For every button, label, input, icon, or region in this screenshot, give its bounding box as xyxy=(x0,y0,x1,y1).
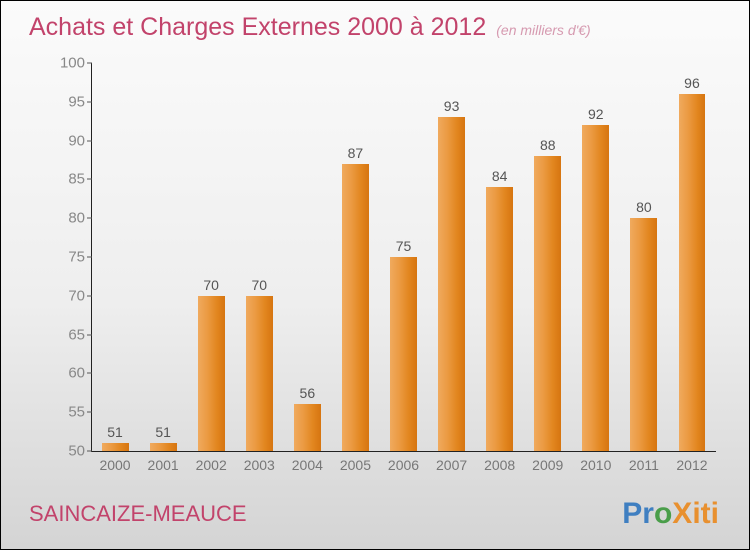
x-axis-label-2001: 2001 xyxy=(139,451,187,481)
logo-letter-i1: i xyxy=(692,497,700,530)
bar-slot-2004: 56 xyxy=(283,63,331,451)
y-tick-65: 65 xyxy=(53,326,85,343)
bar-2004[interactable]: 56 xyxy=(294,404,321,451)
y-tick-75: 75 xyxy=(53,249,85,266)
x-axis-label-2008: 2008 xyxy=(476,451,524,481)
plot-area: 100 95 90 85 80 75 70 65 60 55 50 51 51 70… xyxy=(91,63,716,451)
x-axis-label-2002: 2002 xyxy=(187,451,235,481)
bar-2000[interactable]: 51 xyxy=(102,443,129,451)
bar-value-label-2007: 93 xyxy=(444,98,460,114)
chart-header: Achats et Charges Externes 2000 à 2012 (… xyxy=(29,13,739,42)
y-tick-70: 70 xyxy=(53,287,85,304)
proxiti-logo: ProXiti xyxy=(622,497,719,531)
bar-value-label-2008: 84 xyxy=(492,168,508,184)
bar-slot-2010: 92 xyxy=(572,63,620,451)
bar-2006[interactable]: 75 xyxy=(390,257,417,451)
chart-title: Achats et Charges Externes 2000 à 2012 xyxy=(29,13,486,42)
bar-slot-2000: 51 xyxy=(91,63,139,451)
y-tick-100: 100 xyxy=(53,55,85,72)
bar-2007[interactable]: 93 xyxy=(438,117,465,451)
bar-2001[interactable]: 51 xyxy=(150,443,177,451)
bar-value-label-2005: 87 xyxy=(348,145,364,161)
bar-2012[interactable]: 96 xyxy=(679,94,706,451)
x-axis-label-2012: 2012 xyxy=(668,451,716,481)
logo-letter-o: o xyxy=(654,497,672,530)
bar-value-label-2010: 92 xyxy=(588,106,604,122)
bar-slot-2012: 96 xyxy=(668,63,716,451)
y-tick-80: 80 xyxy=(53,210,85,227)
bar-slot-2005: 87 xyxy=(331,63,379,451)
chart-container: Achats et Charges Externes 2000 à 2012 (… xyxy=(0,0,750,550)
logo-letter-t: t xyxy=(701,497,711,530)
bar-2011[interactable]: 80 xyxy=(630,218,657,451)
y-tick-50: 50 xyxy=(53,443,85,460)
bar-value-label-2003: 70 xyxy=(251,277,267,293)
bar-slot-2009: 88 xyxy=(524,63,572,451)
bar-2005[interactable]: 87 xyxy=(342,164,369,451)
bar-2003[interactable]: 70 xyxy=(246,296,273,451)
bar-value-label-2002: 70 xyxy=(203,277,219,293)
bar-slot-2001: 51 xyxy=(139,63,187,451)
logo-letter-x: X xyxy=(672,497,692,530)
bar-value-label-2009: 88 xyxy=(540,137,556,153)
bar-value-label-2006: 75 xyxy=(396,238,412,254)
bar-2010[interactable]: 92 xyxy=(582,125,609,451)
y-tick-85: 85 xyxy=(53,171,85,188)
x-axis-label-2010: 2010 xyxy=(572,451,620,481)
x-axis-label-2004: 2004 xyxy=(283,451,331,481)
bar-value-label-2001: 51 xyxy=(155,424,171,440)
bar-slot-2011: 80 xyxy=(620,63,668,451)
bar-slot-2003: 70 xyxy=(235,63,283,451)
y-tick-90: 90 xyxy=(53,132,85,149)
bar-2002[interactable]: 70 xyxy=(198,296,225,451)
x-axis-label-2003: 2003 xyxy=(235,451,283,481)
y-tick-55: 55 xyxy=(53,404,85,421)
x-axis-label-2011: 2011 xyxy=(620,451,668,481)
bar-slot-2008: 84 xyxy=(476,63,524,451)
logo-letter-p: Pr xyxy=(622,497,654,530)
bar-slot-2007: 93 xyxy=(428,63,476,451)
bar-slot-2006: 75 xyxy=(379,63,427,451)
bar-value-label-2012: 96 xyxy=(684,75,700,91)
bar-2008[interactable]: 84 xyxy=(486,187,513,451)
chart-subtitle: (en milliers d'€) xyxy=(496,22,590,38)
x-labels: 2000 2001 2002 2003 2004 2005 2006 2007 2008 2009… xyxy=(91,451,716,481)
y-tick-60: 60 xyxy=(53,365,85,382)
logo-letter-i2: i xyxy=(711,497,719,530)
footer-left-label: SAINCAIZE-MEAUCE xyxy=(29,501,247,527)
y-tick-95: 95 xyxy=(53,93,85,110)
bar-value-label-2000: 51 xyxy=(107,424,123,440)
bar-2009[interactable]: 88 xyxy=(534,156,561,451)
x-axis-label-2005: 2005 xyxy=(331,451,379,481)
x-axis-label-2000: 2000 xyxy=(91,451,139,481)
bar-value-label-2004: 56 xyxy=(300,385,316,401)
bar-value-label-2011: 80 xyxy=(636,199,652,215)
bar-slot-2002: 70 xyxy=(187,63,235,451)
x-axis-label-2009: 2009 xyxy=(524,451,572,481)
x-axis-label-2006: 2006 xyxy=(379,451,427,481)
bars-container: 51 51 70 70 56 87 75 93 84 88 92 80 96 xyxy=(91,63,716,451)
x-axis-label-2007: 2007 xyxy=(428,451,476,481)
